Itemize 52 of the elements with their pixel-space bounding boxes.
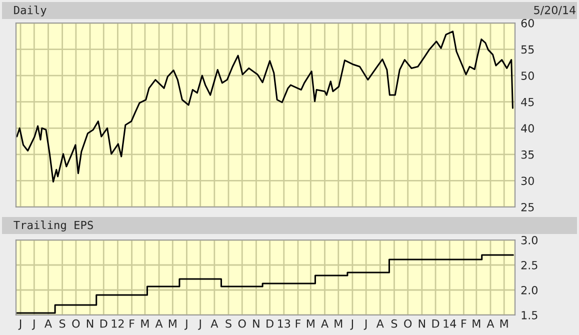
x-tick-label: M [334, 320, 342, 328]
x-tick-label: A [44, 320, 52, 328]
x-tick-label: J [18, 320, 22, 330]
x-tick-label: A [486, 320, 494, 328]
chart-title: Daily [14, 6, 46, 16]
x-tick-label: M [306, 320, 314, 328]
y-tick-label: 3.0 [521, 236, 538, 244]
x-tick-label: D [100, 320, 108, 328]
y-tick-label: 40 [521, 124, 534, 133]
x-tick-label: J [198, 320, 201, 330]
y-tick-label: 50 [521, 72, 534, 80]
x-tick-label: D [432, 320, 440, 328]
x-tick-label: A [155, 320, 163, 328]
y-tick-label: 45 [521, 98, 534, 106]
x-tick-label: M [472, 320, 480, 328]
x-tick-label: J [350, 320, 353, 330]
y-tick-label: 2.5 [521, 260, 538, 270]
y-tick-label: 55 [521, 45, 534, 54]
x-tick-label: J [32, 320, 35, 330]
x-tick-label: J [364, 320, 367, 330]
x-tick-label: 13 [278, 319, 290, 328]
x-tick-label: O [404, 319, 412, 328]
x-tick-label: M [500, 320, 508, 328]
y-tick-label: 2.0 [521, 286, 538, 294]
x-tick-label: N [253, 320, 260, 328]
x-tick-label: N [418, 320, 425, 328]
text: 5/20/14 [534, 6, 576, 16]
x-tick-label: F [296, 320, 301, 328]
x-tick-label: J [184, 320, 188, 330]
x-tick-label: A [321, 320, 328, 328]
x-tick-label: F [462, 320, 466, 328]
y-tick-label: 25 [521, 202, 534, 212]
x-tick-label: A [210, 320, 218, 328]
y-tick-label: 35 [521, 150, 534, 159]
x-tick-label: O [238, 319, 246, 328]
x-tick-label: O [72, 319, 80, 328]
x-tick-label: S [226, 319, 232, 328]
x-tick-label: S [391, 319, 398, 328]
x-tick-label: 12 [112, 319, 124, 328]
y-tick-label: 1.5 [522, 311, 538, 320]
x-tick-label: F [130, 320, 134, 328]
x-tick-label: N [86, 320, 94, 328]
line-series [16, 30, 514, 183]
x-tick-label: S [60, 319, 66, 328]
x-tick-label: D [266, 320, 274, 328]
y-tick-label: 30 [521, 176, 534, 186]
y-tick-label: 60 [521, 18, 534, 28]
x-tick-label: A [376, 320, 384, 328]
chart-title: Trailing EPS [14, 220, 93, 232]
x-tick-label: 14 [444, 320, 456, 328]
x-tick-label: M [141, 320, 149, 328]
x-tick-label: M [168, 320, 176, 328]
